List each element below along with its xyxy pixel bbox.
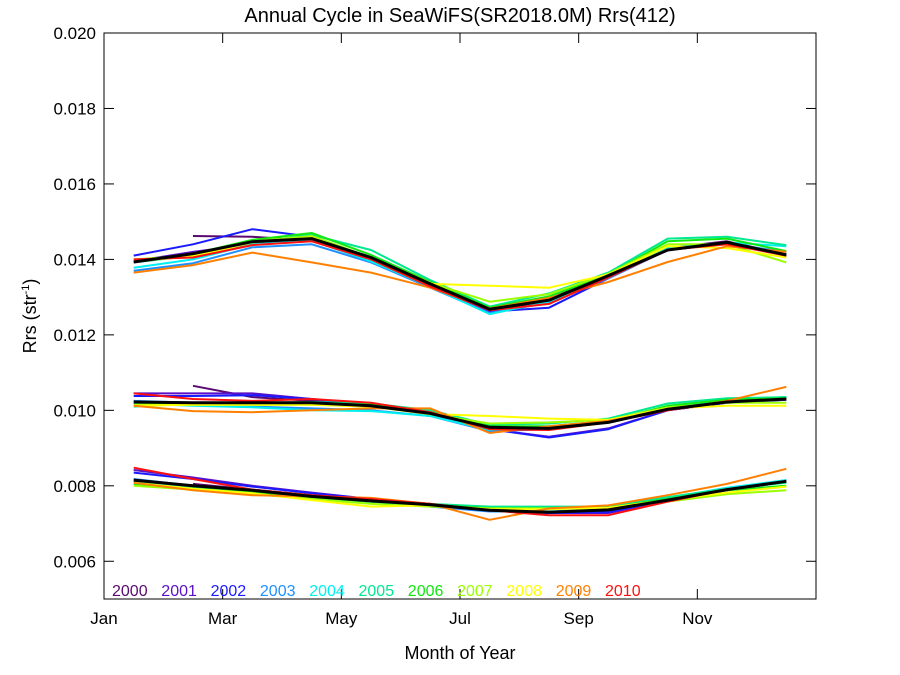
legend-item-2006: 2006: [408, 583, 444, 600]
axis-ticks: 0.006 0.008 0.010 0.012 0.014 0.016 0.018 0.020…: [53, 24, 816, 628]
year-legend: 2000 2001 2002 2003 2004 2005 2006 2007 2008 2009…: [112, 583, 641, 600]
legend-item-2009: 2009: [556, 583, 592, 600]
x-tick-label: Mar: [208, 609, 238, 628]
series-lines: [133, 228, 787, 521]
x-tick-label: Sep: [564, 609, 594, 628]
y-axis-label-superscript: -1: [20, 285, 32, 295]
y-tick-label: 0.020: [53, 24, 96, 43]
series-line-2003-upper: [133, 242, 787, 314]
mean-line-middle: [133, 397, 787, 430]
y-tick-label: 0.012: [53, 326, 96, 345]
y-tick-label: 0.016: [53, 175, 96, 194]
x-tick-label: Jul: [449, 609, 471, 628]
mean-line-lower: [133, 478, 787, 514]
mean-line-upper: [133, 237, 787, 311]
legend-item-2007: 2007: [457, 583, 493, 600]
legend-item-2005: 2005: [359, 583, 395, 600]
legend-item-2001: 2001: [161, 583, 197, 600]
plot-frame: [103, 32, 817, 600]
legend-item-2002: 2002: [211, 583, 247, 600]
legend-item-2004: 2004: [309, 583, 345, 600]
legend-item-2000: 2000: [112, 583, 148, 600]
y-axis-label: Rrs (str-1): [20, 279, 40, 354]
series-line-2006-upper: [133, 232, 787, 309]
y-axis-label-end: ): [20, 279, 40, 285]
legend-item-2003: 2003: [260, 583, 296, 600]
legend-item-2010: 2010: [605, 583, 641, 600]
x-tick-label: May: [325, 609, 358, 628]
chart-title: Annual Cycle in SeaWiFS(SR2018.0M) Rrs(4…: [244, 5, 675, 27]
series-line-2004-upper: [133, 239, 787, 316]
legend-item-2008: 2008: [506, 583, 542, 600]
y-tick-label: 0.008: [53, 477, 96, 496]
x-tick-label: Jan: [90, 609, 117, 628]
y-tick-label: 0.006: [53, 552, 96, 571]
y-tick-label: 0.018: [53, 99, 96, 118]
y-tick-label: 0.010: [53, 401, 96, 420]
x-axis-label: Month of Year: [404, 643, 515, 663]
series-line-2009-lower: [133, 467, 787, 521]
y-tick-label: 0.014: [53, 250, 96, 269]
x-tick-label: Nov: [682, 609, 713, 628]
y-axis-label-main: Rrs (str: [20, 294, 40, 353]
